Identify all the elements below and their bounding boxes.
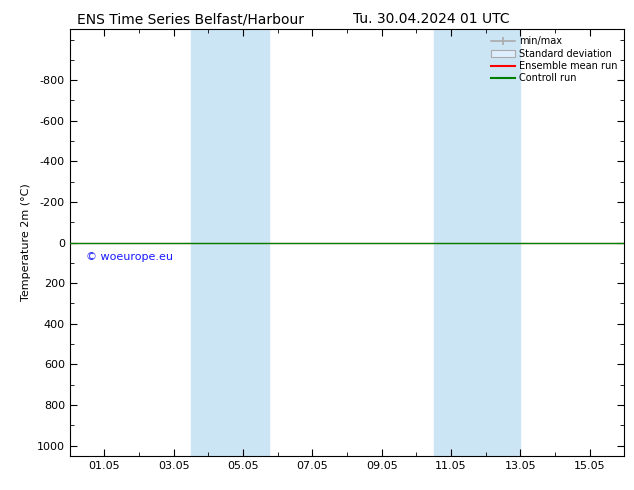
- Bar: [477, 29, 521, 456]
- Bar: [191, 29, 226, 456]
- Legend: min/max, Standard deviation, Ensemble mean run, Controll run: min/max, Standard deviation, Ensemble me…: [489, 34, 619, 85]
- Text: Tu. 30.04.2024 01 UTC: Tu. 30.04.2024 01 UTC: [353, 12, 510, 26]
- Bar: [434, 29, 477, 456]
- Text: © woeurope.eu: © woeurope.eu: [86, 252, 173, 263]
- Y-axis label: Temperature 2m (°C): Temperature 2m (°C): [22, 184, 31, 301]
- Text: ENS Time Series Belfast/Harbour: ENS Time Series Belfast/Harbour: [77, 12, 304, 26]
- Bar: [226, 29, 269, 456]
